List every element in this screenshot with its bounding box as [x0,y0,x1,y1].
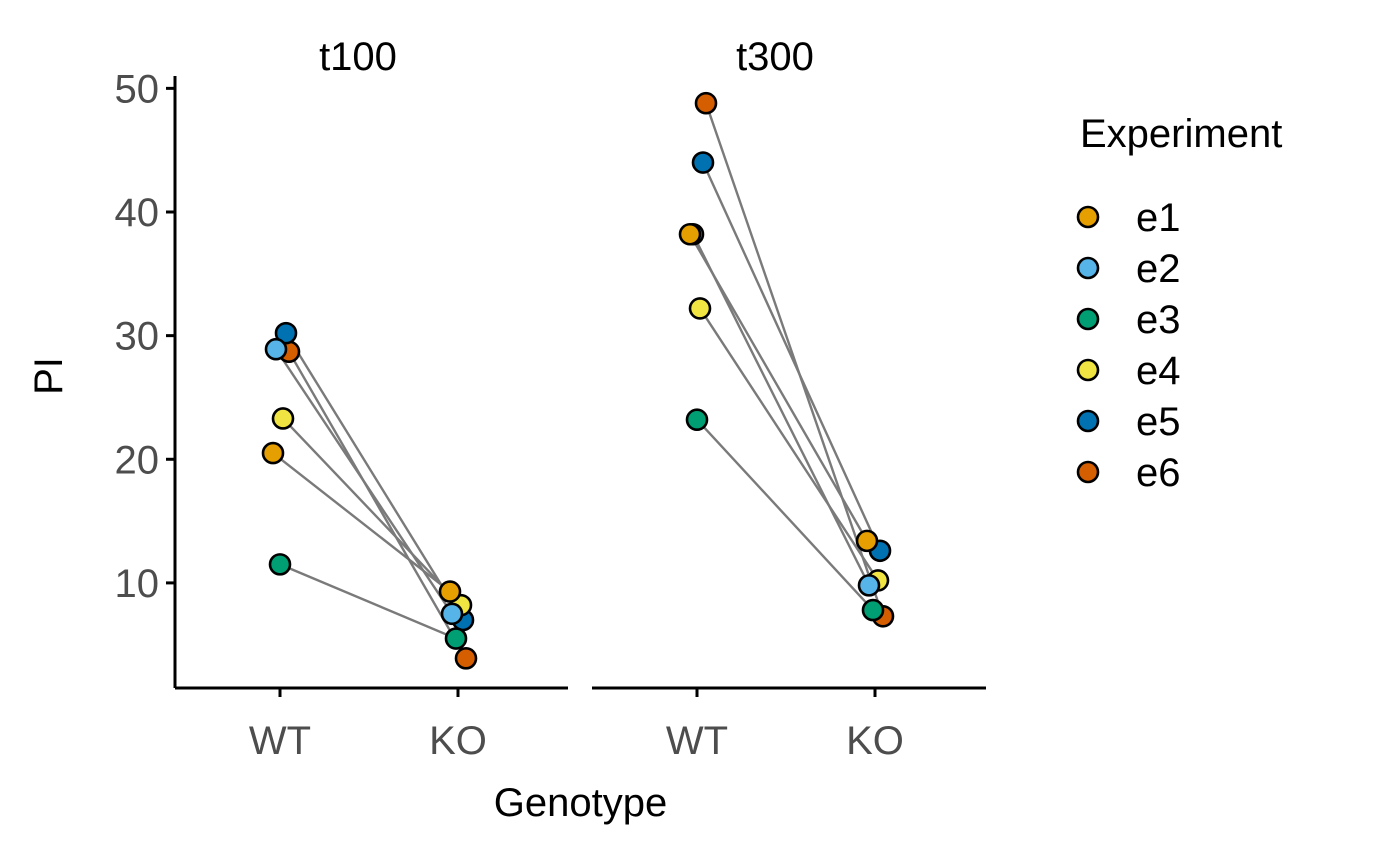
x-tick-label: WT [249,719,311,763]
point-e2-ko [440,602,464,626]
data-points [678,91,895,628]
pair-line-e3 [279,563,457,640]
legend-swatch-e3 [1076,307,1100,331]
x-tick-label: KO [846,719,904,763]
x-tick-label: KO [429,719,487,763]
point-e3-ko [444,627,468,650]
pair-lines [688,102,885,617]
pair-line-e3 [696,418,874,611]
point-e3-ko [861,598,885,622]
facet-panel-t100: t100 WT KO [175,35,568,763]
legend-swatch-e4 [1076,358,1100,382]
point-e2-wt [264,337,288,361]
y-tick-label: 10 [115,562,160,606]
legend: Experiment e1 e2 e3 e4 e5 e6 [1076,112,1282,495]
facet-title: t300 [736,35,814,79]
y-axis-title: PI [27,357,71,395]
facets-layer: t100 WT KO t300 WT KO [175,35,986,763]
legend-swatch-e6 [1076,460,1100,484]
pair-line-e5 [701,162,882,552]
legend-swatch-e1 [1076,205,1100,229]
point-e6-wt [694,91,718,115]
legend-label-e1: e1 [1136,196,1181,240]
point-e6-ko [454,647,478,670]
point-e4-wt [271,407,295,430]
x-tick-label: WT [666,719,728,763]
legend-swatch-e2 [1076,256,1100,280]
legend-swatch-e5 [1076,409,1100,433]
legend-label-e5: e5 [1136,400,1181,444]
point-e4-wt [688,297,712,320]
facet-title: t100 [319,35,397,79]
legend-label-e6: e6 [1136,451,1181,495]
legend-label-e2: e2 [1136,247,1181,291]
point-e3-wt [268,553,292,576]
legend-label-e3: e3 [1136,298,1181,342]
point-e2-ko [857,574,881,597]
point-e5-wt [274,321,298,345]
point-e1-wt [678,222,702,246]
pair-line-e6 [704,102,885,617]
pair-line-e6 [287,351,468,659]
pair-line-e4 [698,307,880,582]
point-e3-wt [685,408,709,432]
data-points [261,321,478,670]
y-tick-label: 20 [115,438,160,482]
y-tick-label: 50 [115,67,160,111]
pair-lines [272,332,468,659]
pair-line-e5 [284,332,465,621]
legend-title: Experiment [1080,112,1282,156]
y-axis: 10 20 30 40 50 [115,67,177,688]
point-e1-ko [438,580,462,603]
point-e1-ko [855,529,879,553]
pair-line-e4 [282,417,462,606]
pair-line-e2 [691,233,871,586]
point-e5-wt [691,151,715,174]
point-e1-wt [261,441,285,465]
legend-label-e4: e4 [1136,349,1181,393]
y-tick-label: 40 [115,191,160,235]
facet-panel-t300: t300 WT KO [592,35,986,763]
x-axis-title: Genotype [494,781,667,825]
y-tick-label: 30 [115,315,160,359]
